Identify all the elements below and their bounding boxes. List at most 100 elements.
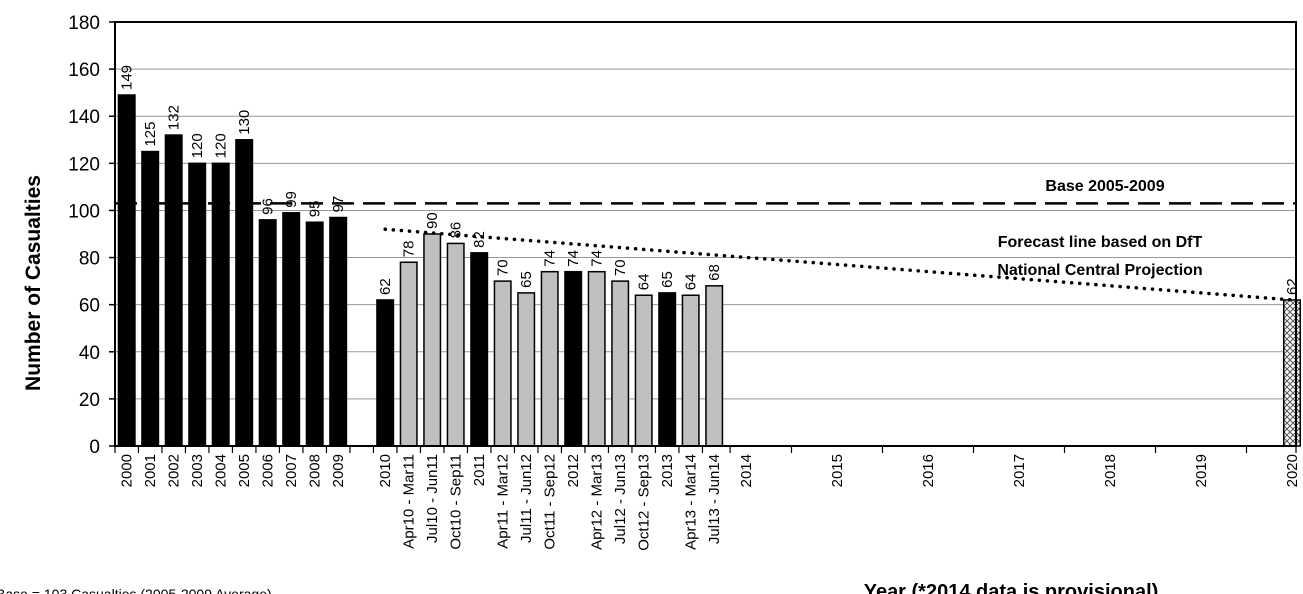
data-label: 62 <box>377 278 394 295</box>
data-label: 65 <box>659 271 676 288</box>
footnote: Base = 103 Casualties (2005-2009 Average… <box>0 586 272 594</box>
forecast-line <box>383 227 1294 302</box>
x-tick-label: 2006 <box>260 454 277 487</box>
bars <box>117 94 1301 447</box>
plot-frame <box>114 21 1297 447</box>
x-axis-title: Year (*2014 data is provisional) <box>864 581 1159 594</box>
x-tick-label: 2012 <box>565 454 582 487</box>
data-label: 62 <box>1284 278 1301 295</box>
y-tick-label: 0 <box>89 437 100 458</box>
data-label: 74 <box>565 250 582 267</box>
bar <box>493 280 512 447</box>
bar <box>587 270 606 447</box>
x-tick-label: Apr10 - Mar11 <box>401 454 418 549</box>
y-tick-label: 20 <box>79 390 100 411</box>
x-tick-label: 2016 <box>920 454 937 487</box>
data-label: 132 <box>166 105 183 130</box>
data-label: 65 <box>518 271 535 288</box>
bar <box>164 134 183 447</box>
x-tick-label: Apr12 - Mar13 <box>589 454 606 550</box>
bar <box>634 294 653 447</box>
bar <box>470 252 489 447</box>
data-label: 99 <box>283 191 300 208</box>
data-label: 90 <box>424 212 441 229</box>
x-tick-label: 2004 <box>213 454 230 487</box>
data-label: 74 <box>589 250 606 267</box>
x-tick-label: 2000 <box>119 454 136 487</box>
y-tick-label: 140 <box>68 107 100 128</box>
x-tick-label: 2018 <box>1102 454 1119 487</box>
x-tick-label: 2014 <box>738 454 755 487</box>
data-label: 64 <box>683 274 700 291</box>
reference-lines <box>115 202 1296 302</box>
bar <box>1283 299 1301 447</box>
x-tick-label: Apr11 - Mar12 <box>495 454 512 549</box>
data-label: 70 <box>495 259 512 276</box>
x-tick-label: Oct10 - Sep11 <box>448 454 465 550</box>
data-label: 149 <box>119 65 136 90</box>
bar <box>376 299 395 447</box>
bar <box>329 216 348 447</box>
data-label: 64 <box>636 274 653 291</box>
x-tick-label: 2015 <box>829 454 846 487</box>
x-tick-label: 2013 <box>659 454 676 487</box>
bar <box>305 221 324 447</box>
y-axis-title: Number of Casualties <box>22 175 45 391</box>
y-tick-label: 60 <box>79 296 100 317</box>
data-label: 82 <box>471 231 488 248</box>
data-label: 130 <box>236 110 253 135</box>
bar <box>611 280 630 447</box>
x-tick-label: 2011 <box>471 454 488 486</box>
data-label: 68 <box>706 264 723 281</box>
x-tick-label: 2009 <box>330 454 347 487</box>
x-tick-label: 2019 <box>1193 454 1210 487</box>
bar <box>211 162 230 447</box>
bar <box>117 94 136 447</box>
data-label: 78 <box>401 241 418 258</box>
x-tick-label: 2002 <box>166 454 183 487</box>
y-tick-label: 120 <box>68 154 100 175</box>
bar <box>446 242 465 447</box>
bar <box>540 270 559 447</box>
x-tick-label: 2007 <box>283 454 300 487</box>
bar <box>235 139 254 447</box>
data-label: 70 <box>612 259 629 276</box>
x-tick-label: 2005 <box>236 454 253 487</box>
bar <box>681 294 700 447</box>
x-tick-label: Jul10 - Jun11 <box>424 454 441 543</box>
bar <box>399 261 418 447</box>
x-tick-label: 2001 <box>142 454 159 487</box>
data-label: 120 <box>189 133 206 158</box>
data-label: 125 <box>142 122 159 147</box>
x-tick-label: 2008 <box>307 454 324 487</box>
bar <box>423 233 442 447</box>
x-tick-label: Oct12 - Sep13 <box>636 454 653 551</box>
forecast-label-line-2: National Central Projection <box>997 262 1202 279</box>
bar <box>188 162 207 447</box>
y-tick-label: 100 <box>68 201 100 222</box>
x-tick-label: Jul11 - Jun12 <box>518 454 535 543</box>
axes: 0 20 40 60 80 100 120 140 160 180 2000 2001 2002 2003… <box>68 13 1301 551</box>
data-label: 95 <box>307 201 324 218</box>
x-tick-label: 2020 <box>1284 454 1301 487</box>
bar <box>258 219 277 447</box>
y-tick-label: 180 <box>68 13 100 34</box>
bar <box>517 292 536 447</box>
data-label: 86 <box>448 222 465 239</box>
data-label: 120 <box>213 133 230 158</box>
x-tick-label: Jul12 - Jun13 <box>612 454 629 544</box>
forecast-label-line-1: Forecast line based on DfT <box>998 234 1203 251</box>
baseline-label: Base 2005-2009 <box>1045 178 1164 195</box>
x-tick-label: Jul13 - Jun14 <box>706 454 723 544</box>
bar <box>282 212 301 447</box>
bar <box>141 150 160 447</box>
y-tick-label: 160 <box>68 60 100 81</box>
x-tick-label: 2003 <box>189 454 206 487</box>
x-tick-label: Apr13 - Mar14 <box>683 454 700 550</box>
x-tick-label: 2017 <box>1011 454 1028 487</box>
x-tick-label: Oct11 - Sep12 <box>542 454 559 550</box>
data-label: 74 <box>542 250 559 267</box>
y-tick-label: 40 <box>79 343 100 364</box>
y-tick-label: 80 <box>79 249 100 270</box>
